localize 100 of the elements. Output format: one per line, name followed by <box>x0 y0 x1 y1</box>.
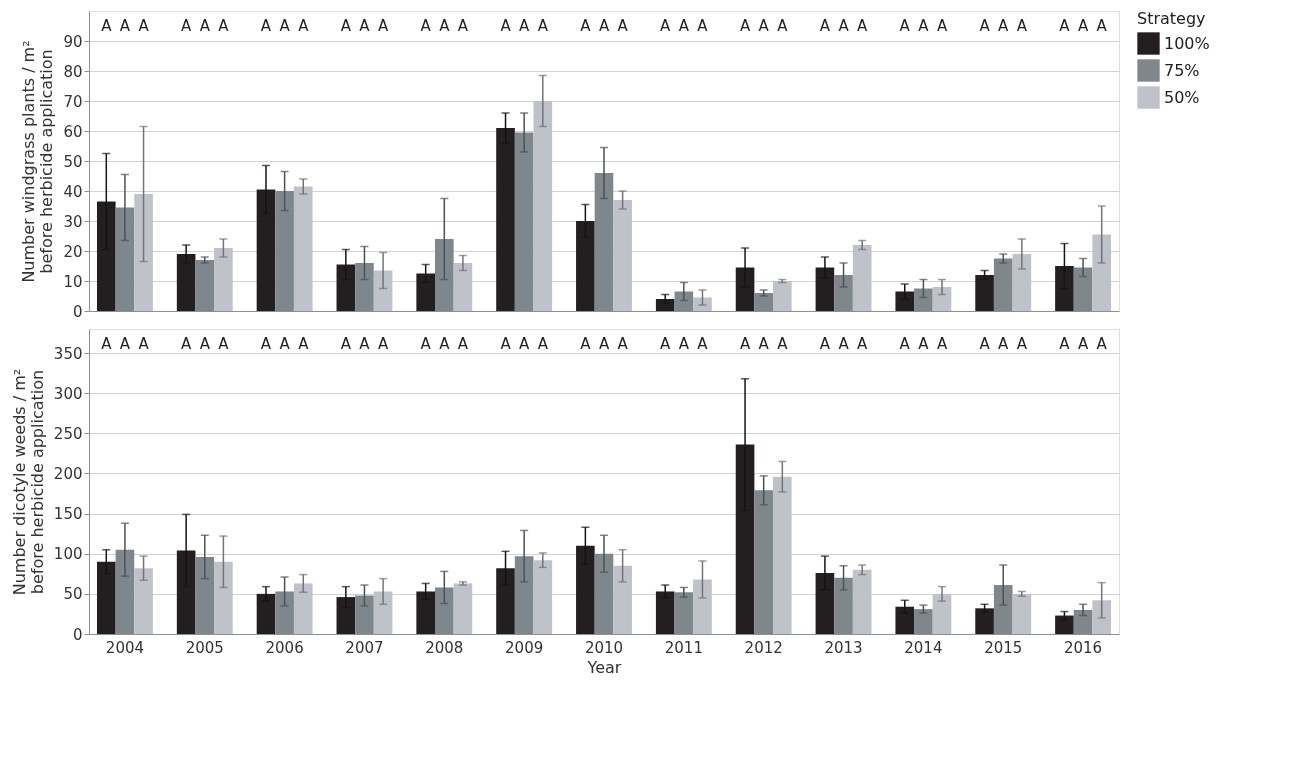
annotation: A <box>660 17 672 35</box>
annotation: A <box>340 335 352 353</box>
annotation: A <box>420 335 432 353</box>
annotation: A <box>260 335 272 353</box>
annotation: A <box>678 17 690 35</box>
annotation: A <box>777 335 789 353</box>
annotation: A <box>660 335 672 353</box>
annotation: A <box>119 17 131 35</box>
annotation: A <box>739 335 751 353</box>
x-tick-label: 2011 <box>664 638 703 657</box>
annotation: A <box>1077 335 1089 353</box>
annotation: A <box>998 335 1010 353</box>
legend-label: 100% <box>1164 33 1210 53</box>
annotation: A <box>1059 335 1071 353</box>
annotation: A <box>899 17 911 35</box>
x-axis-title: Year <box>586 657 622 677</box>
annotation: A <box>819 335 831 353</box>
y-tick-label: 0 <box>72 302 83 321</box>
annotation: A <box>1077 17 1089 35</box>
annotation: A <box>1016 17 1028 35</box>
annotation: A <box>199 335 211 353</box>
x-tick-label: 2005 <box>185 638 224 657</box>
y-tick-label: 0 <box>72 625 83 644</box>
y-tick-label: 90 <box>63 32 83 51</box>
annotation: A <box>537 335 549 353</box>
legend-label: 50% <box>1164 87 1200 107</box>
annotation: A <box>420 17 432 35</box>
x-tick-label: 2015 <box>984 638 1023 657</box>
annotation: A <box>439 335 451 353</box>
annotation: A <box>918 335 930 353</box>
annotation: A <box>279 335 291 353</box>
y-tick-label: 80 <box>63 62 83 81</box>
annotation: A <box>359 335 371 353</box>
annotation: A <box>979 335 991 353</box>
annotation: A <box>1096 335 1108 353</box>
y-tick-label: 50 <box>63 585 83 604</box>
x-tick-label: 2010 <box>584 638 624 657</box>
annotation: A <box>857 17 869 35</box>
annotation: A <box>758 335 770 353</box>
annotation: A <box>500 335 512 353</box>
annotation: A <box>580 335 592 353</box>
annotation: A <box>279 17 291 35</box>
y-tick-label: 60 <box>63 122 83 141</box>
x-tick-label: 2008 <box>425 638 464 657</box>
annotation: A <box>617 17 629 35</box>
annotation: A <box>857 335 869 353</box>
annotation: A <box>899 335 911 353</box>
y-tick-label: 50 <box>63 152 83 171</box>
annotation: A <box>218 335 230 353</box>
annotation: A <box>199 17 211 35</box>
annotation: A <box>218 17 230 35</box>
annotation: A <box>697 17 709 35</box>
x-tick-label: 2004 <box>105 638 145 657</box>
y-tick-label: 40 <box>63 182 83 201</box>
annotation: A <box>537 17 549 35</box>
x-tick-label: 2006 <box>265 638 304 657</box>
y-tick-label: 150 <box>53 505 83 524</box>
annotation: A <box>519 17 531 35</box>
annotation: A <box>439 17 451 35</box>
annotation: A <box>298 17 310 35</box>
annotation: A <box>936 17 948 35</box>
annotation: A <box>138 335 150 353</box>
annotation: A <box>377 17 389 35</box>
y-tick-label: 10 <box>63 272 83 291</box>
annotation: A <box>1096 17 1108 35</box>
y-axis-title: Number dicotyle weeds / m² before herbicide application <box>9 368 47 596</box>
annotation: A <box>580 17 592 35</box>
annotation: A <box>101 17 113 35</box>
annotation: A <box>936 335 948 353</box>
annotation: A <box>838 335 850 353</box>
annotation: A <box>101 335 113 353</box>
y-tick-label: 250 <box>53 424 83 443</box>
annotation: A <box>457 17 469 35</box>
y-tick-label: 30 <box>63 212 83 231</box>
annotation: A <box>181 17 193 35</box>
annotation: A <box>298 335 310 353</box>
annotation: A <box>1059 17 1071 35</box>
annotation: A <box>598 335 610 353</box>
annotation: A <box>519 335 531 353</box>
annotation: A <box>777 17 789 35</box>
annotation: A <box>359 17 371 35</box>
y-axis-title: Number windgrass plants / m² before herbicide application <box>19 40 57 283</box>
y-tick-label: 20 <box>63 242 83 261</box>
annotation: A <box>377 335 389 353</box>
annotation: A <box>500 17 512 35</box>
annotation: A <box>918 17 930 35</box>
annotation: A <box>838 17 850 35</box>
annotation: A <box>181 335 193 353</box>
annotation: A <box>1016 335 1028 353</box>
annotation: A <box>119 335 131 353</box>
annotation: A <box>998 17 1010 35</box>
x-tick-label: 2007 <box>345 638 384 657</box>
annotation: A <box>340 17 352 35</box>
annotation: A <box>598 17 610 35</box>
y-tick-label: 300 <box>53 384 83 403</box>
y-tick-label: 70 <box>63 92 83 111</box>
x-tick-label: 2012 <box>744 638 783 657</box>
annotation: A <box>979 17 991 35</box>
x-tick-label: 2013 <box>824 638 863 657</box>
x-tick-label: 2014 <box>904 638 943 657</box>
